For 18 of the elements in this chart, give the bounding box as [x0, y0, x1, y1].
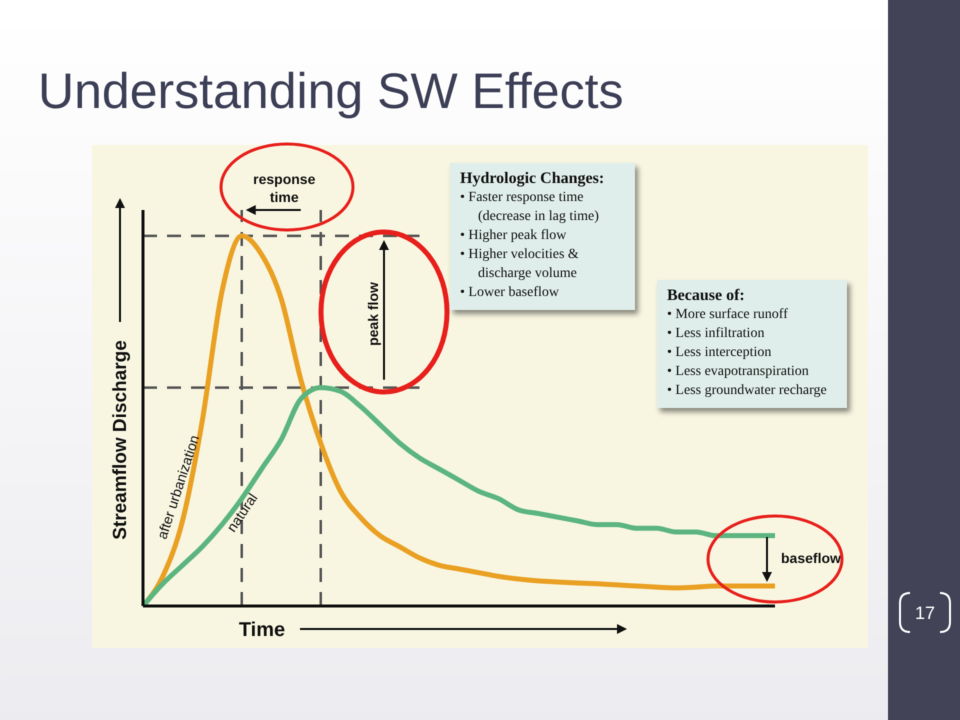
chart-title: Understanding SW Effects [38, 62, 624, 120]
annotation: • Less interception [667, 344, 772, 362]
annotation: • Higher velocities & discharge volume [460, 246, 580, 283]
annotation: • More surface runoff [667, 306, 789, 324]
text: Hydrologic Changes: [460, 169, 606, 188]
annotation: Because of: [667, 286, 746, 305]
annotation: • Less groundwater recharge [667, 382, 828, 400]
text: response time [253, 171, 316, 205]
text: 17 [914, 603, 936, 623]
annotation: • Less infiltration [667, 325, 766, 343]
x-axis-title: Time [238, 619, 286, 641]
y-axis-title: Streamflow Discharge [110, 340, 131, 540]
annotation: • Less evapotranspiration [667, 363, 810, 381]
annotation: • Higher peak flow [460, 227, 568, 245]
text: • Faster response time (decrease in lag time) [460, 189, 600, 226]
text: baseflow [781, 550, 842, 566]
annotation: • Lower baseflow [460, 284, 560, 302]
annotation: peak flow [365, 282, 381, 346]
